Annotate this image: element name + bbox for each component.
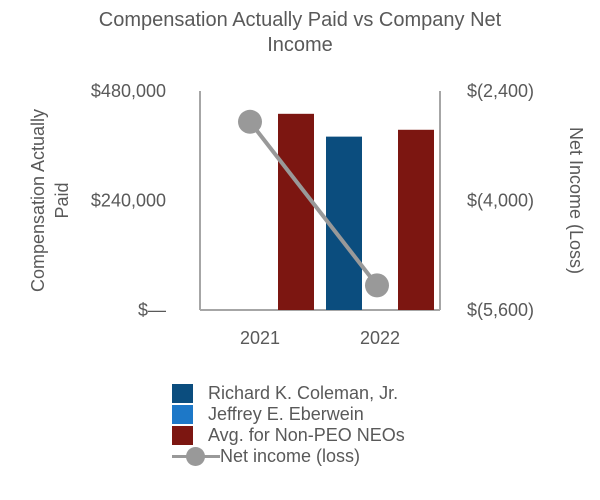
left-tick-label: $480,000 (91, 81, 166, 101)
legend-item-eberwein: Jeffrey E. Eberwein (160, 404, 405, 425)
chart-title-line-2: Income (267, 34, 333, 56)
bar-non-peo-2022 (398, 129, 434, 310)
legend-swatch-net-income (172, 447, 220, 466)
right-tick-label: $(2,400) (467, 81, 534, 101)
legend-label-coleman: Richard K. Coleman, Jr. (208, 383, 399, 403)
left-axis-label-line-2: Paid (52, 182, 72, 218)
x-tick-label: 2022 (360, 328, 400, 348)
left-tick-label: $240,000 (91, 191, 166, 211)
legend-label-eberwein: Jeffrey E. Eberwein (208, 404, 364, 424)
net-income-point-2022 (365, 273, 389, 298)
legend: Richard K. Coleman, Jr. Jeffrey E. Eberw… (160, 383, 405, 467)
net-income-line (248, 120, 379, 287)
left-tick-label: $— (138, 300, 166, 320)
right-tick-label: $(5,600) (467, 300, 534, 320)
chart-title-line-1: Compensation Actually Paid vs Company Ne… (98, 9, 502, 31)
right-tick-label: $(4,000) (467, 191, 534, 211)
legend-swatch-eberwein (172, 405, 193, 424)
legend-swatch-non-peo (172, 426, 193, 445)
legend-label-net-income: Net income (loss) (220, 446, 361, 466)
legend-item-non-peo: Avg. for Non-PEO NEOs (160, 425, 405, 446)
chart-plot: $— $240,000 $480,000 $(5,600) $(4,000) $(2,40… (28, 81, 586, 348)
right-axis-label: Net Income (Loss) (566, 127, 586, 274)
net-income-point-2021 (238, 109, 262, 134)
left-axis-label-line-1: Compensation Actually (28, 109, 48, 292)
chart-title: Compensation Actually Paid vs Company Ne… (0, 8, 600, 58)
legend-item-net-income: Net income (loss) (160, 446, 405, 467)
legend-swatch-coleman (172, 384, 193, 403)
legend-item-coleman: Richard K. Coleman, Jr. (160, 383, 405, 404)
x-tick-label: 2021 (240, 328, 280, 348)
bar-non-peo-2021 (278, 113, 314, 310)
legend-label-non-peo: Avg. for Non-PEO NEOs (208, 425, 405, 445)
bar-coleman-2022 (326, 136, 362, 310)
